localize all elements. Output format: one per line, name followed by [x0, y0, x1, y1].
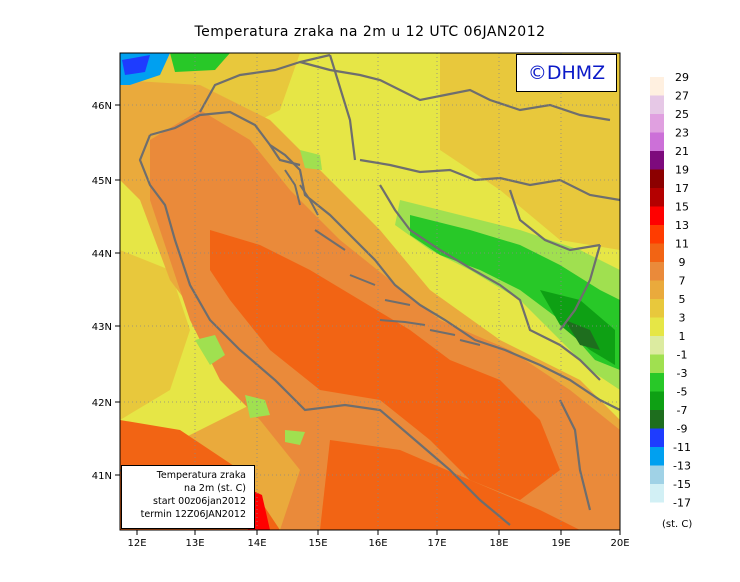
map-title: Temperatura zraka na 2m u 12 UTC 06JAN20…	[194, 24, 546, 40]
legend-label: 29	[675, 71, 689, 84]
legend-label: 7	[679, 275, 686, 288]
info-line: termin 12Z06JAN2012	[140, 509, 246, 520]
italy-west-field	[120, 250, 190, 420]
legend-swatch	[650, 169, 664, 188]
lon-label: 13E	[185, 538, 204, 549]
graticule	[120, 53, 620, 530]
legend-swatch	[650, 188, 664, 207]
legend-label: 17	[675, 182, 689, 195]
legend-label: -7	[677, 404, 688, 417]
legend-swatch	[650, 502, 664, 521]
legend-swatch	[650, 465, 664, 484]
sea-warm-core	[210, 230, 560, 500]
legend-swatch	[650, 243, 664, 262]
legend-label: -9	[677, 423, 688, 436]
legend-swatch	[650, 484, 664, 503]
legend-swatch	[650, 95, 664, 114]
longitude-labels: 12E 13E 14E 15E 16E 17E 18E 19E 20E	[127, 538, 629, 549]
legend-unit: (st. C)	[662, 519, 693, 530]
land-east-field	[440, 53, 620, 250]
legend-swatch	[650, 354, 664, 373]
legend-swatch	[650, 132, 664, 151]
legend-label: 19	[675, 164, 689, 177]
info-line: start 00z06jan2012	[153, 496, 246, 507]
color-legend: 29 27 25 23 21 19 17 15 13 11 9 7 5 3 1 -1 -3 -5 -7 -9 -11 -1…	[650, 71, 691, 521]
lon-label: 19E	[551, 538, 570, 549]
legend-label: 13	[675, 219, 689, 232]
apennine-patch-2	[245, 395, 270, 418]
legend-swatch	[650, 391, 664, 410]
lat-label: 42N	[92, 398, 112, 409]
legend-label: 15	[675, 201, 689, 214]
legend-swatch	[650, 336, 664, 355]
velebit-patch	[300, 150, 322, 170]
lat-label: 41N	[92, 471, 112, 482]
legend-label: -1	[677, 349, 688, 362]
alps-green	[170, 53, 230, 72]
legend-swatch	[650, 317, 664, 336]
interior-cold	[410, 215, 620, 370]
islands	[284, 169, 481, 346]
lat-label: 46N	[92, 101, 112, 112]
tick-marks	[115, 104, 621, 535]
lon-label: 20E	[610, 538, 629, 549]
legend-label: 21	[675, 145, 689, 158]
legend-label: 25	[675, 108, 689, 121]
legend-swatch	[650, 262, 664, 281]
apennine-patch-3	[285, 430, 305, 445]
lat-label: 44N	[92, 249, 112, 260]
legend-label: 11	[675, 238, 689, 251]
legend-swatch	[650, 373, 664, 392]
lat-label: 45N	[92, 176, 112, 187]
map-frame	[119, 52, 621, 531]
legend-label: 27	[675, 90, 689, 103]
legend-label: -11	[673, 441, 691, 454]
legend-label: 9	[679, 256, 686, 269]
legend-swatch	[650, 225, 664, 244]
lat-label: 43N	[92, 322, 112, 333]
lon-label: 16E	[368, 538, 387, 549]
lon-label: 15E	[308, 538, 327, 549]
legend-swatch	[650, 114, 664, 133]
legend-label: -15	[673, 478, 691, 491]
legend-swatch	[650, 410, 664, 429]
legend-swatch	[650, 299, 664, 318]
legend-swatch	[650, 206, 664, 225]
interior-coldest	[565, 320, 600, 350]
legend-label: -17	[673, 497, 691, 510]
map-field	[120, 53, 620, 530]
legend-swatch	[650, 428, 664, 447]
apennine-patch-1	[195, 335, 225, 365]
lon-label: 18E	[489, 538, 508, 549]
legend-label: -13	[673, 460, 691, 473]
legend-swatch	[650, 77, 664, 96]
legend-label: 23	[675, 127, 689, 140]
lon-label: 17E	[427, 538, 446, 549]
legend-label: 1	[679, 330, 686, 343]
info-line: na 2m (st. C)	[184, 483, 246, 494]
info-box: Temperatura zraka na 2m (st. C) start 00…	[121, 465, 255, 529]
dhmz-logo: ©DHMZ	[516, 54, 617, 92]
alps-colder	[122, 55, 150, 75]
latitude-labels: 46N 45N 44N 43N 42N 41N	[92, 101, 112, 482]
legend-swatch	[650, 280, 664, 299]
legend-label: 5	[679, 293, 686, 306]
legend-swatch	[650, 447, 664, 466]
legend-label: -5	[677, 386, 688, 399]
info-line: Temperatura zraka	[156, 470, 246, 481]
legend-label: 3	[679, 312, 686, 325]
legend-swatch	[650, 151, 664, 170]
lon-label: 12E	[127, 538, 146, 549]
sea-south-warm	[320, 440, 580, 530]
legend-label: -3	[677, 367, 688, 380]
lon-label: 14E	[247, 538, 266, 549]
